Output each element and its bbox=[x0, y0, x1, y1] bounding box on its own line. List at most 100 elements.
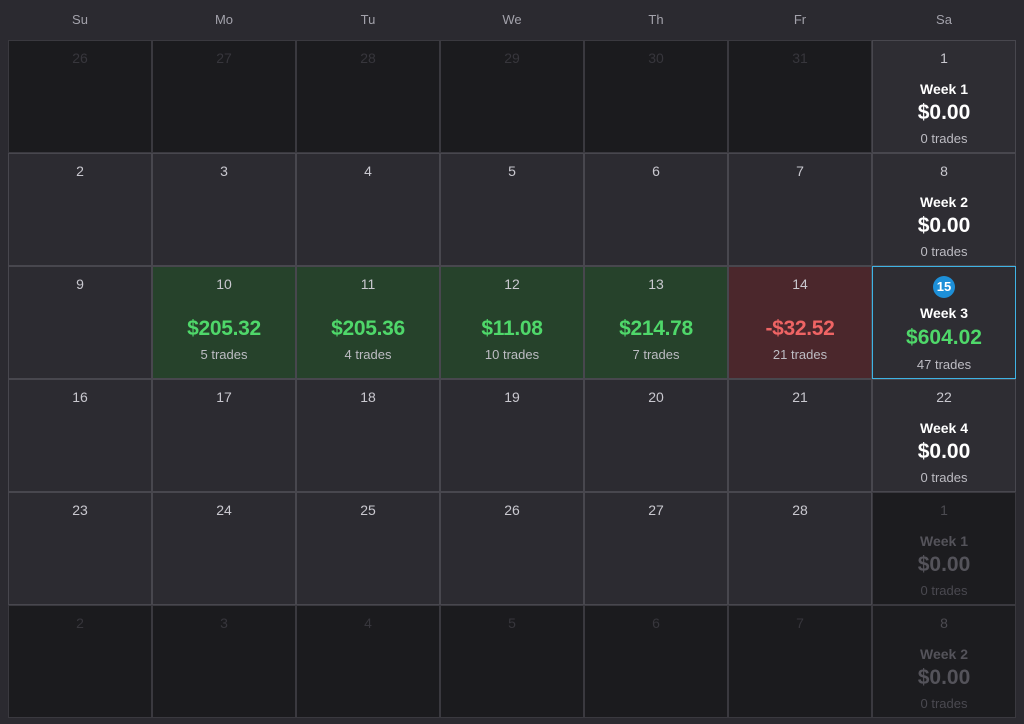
day-number: 27 bbox=[216, 50, 232, 66]
day-cell[interactable]: 13 $214.78 7 trades bbox=[584, 266, 728, 379]
week-trade-count: 0 trades bbox=[920, 583, 968, 598]
day-cell[interactable]: 5 bbox=[440, 605, 584, 718]
week-label: Week 2 bbox=[920, 194, 968, 210]
day-cell[interactable]: 3 bbox=[152, 605, 296, 718]
week-summary-cell[interactable]: 1 Week 1 $0.00 0 trades bbox=[872, 492, 1016, 605]
day-cell[interactable]: 23 bbox=[8, 492, 152, 605]
day-cell[interactable]: 12 $11.08 10 trades bbox=[440, 266, 584, 379]
week-pnl-amount: $0.00 bbox=[917, 101, 971, 124]
week-pnl-amount: $0.00 bbox=[917, 214, 971, 237]
week-label: Week 1 bbox=[920, 81, 968, 97]
day-number: 3 bbox=[220, 615, 228, 631]
day-number: 24 bbox=[216, 502, 232, 518]
day-number: 25 bbox=[360, 502, 376, 518]
day-number: 2 bbox=[76, 615, 84, 631]
day-trade-count: 7 trades bbox=[632, 347, 680, 362]
day-cell[interactable]: 30 bbox=[584, 40, 728, 153]
day-cell[interactable]: 18 bbox=[296, 379, 440, 492]
day-number: 3 bbox=[220, 163, 228, 179]
day-cell[interactable]: 4 bbox=[296, 153, 440, 266]
week-label: Week 2 bbox=[920, 646, 968, 662]
day-pnl-amount: -$32.52 bbox=[765, 317, 835, 340]
day-pnl-amount: $205.36 bbox=[331, 317, 405, 340]
day-number: 8 bbox=[940, 163, 948, 179]
day-cell[interactable]: 14 -$32.52 21 trades bbox=[728, 266, 872, 379]
day-number: 31 bbox=[792, 50, 808, 66]
day-cell[interactable]: 26 bbox=[440, 492, 584, 605]
day-cell[interactable]: 4 bbox=[296, 605, 440, 718]
day-number: 14 bbox=[792, 276, 808, 292]
day-cell[interactable]: 24 bbox=[152, 492, 296, 605]
calendar-grid: 26 27 28 29 30 31 1 Week 1 $0.00 0 trades 2 3 4 5 6 7 8 W… bbox=[8, 40, 1016, 718]
day-number: 22 bbox=[936, 389, 952, 405]
day-cell[interactable]: 27 bbox=[584, 492, 728, 605]
day-trade-count: 4 trades bbox=[344, 347, 392, 362]
day-cell[interactable]: 9 bbox=[8, 266, 152, 379]
week-pnl-amount: $0.00 bbox=[917, 666, 971, 689]
day-cell[interactable]: 7 bbox=[728, 153, 872, 266]
day-number: 13 bbox=[648, 276, 664, 292]
day-cell[interactable]: 19 bbox=[440, 379, 584, 492]
week-pnl-amount: $604.02 bbox=[906, 326, 982, 349]
weekday-label: Sa bbox=[936, 12, 952, 27]
day-cell[interactable]: 5 bbox=[440, 153, 584, 266]
day-pnl-amount: $11.08 bbox=[481, 317, 543, 340]
weekday-label: Su bbox=[72, 12, 88, 27]
day-number: 4 bbox=[364, 163, 372, 179]
day-cell[interactable]: 17 bbox=[152, 379, 296, 492]
day-number: 23 bbox=[72, 502, 88, 518]
day-number: 1 bbox=[940, 50, 948, 66]
day-number: 6 bbox=[652, 615, 660, 631]
day-cell[interactable]: 25 bbox=[296, 492, 440, 605]
day-cell[interactable]: 31 bbox=[728, 40, 872, 153]
weekday-label: Mo bbox=[214, 12, 234, 27]
day-cell[interactable]: 16 bbox=[8, 379, 152, 492]
week-summary-cell[interactable]: 15 Week 3 $604.02 47 trades bbox=[872, 266, 1016, 379]
day-cell[interactable]: 10 $205.32 5 trades bbox=[152, 266, 296, 379]
day-number: 21 bbox=[792, 389, 808, 405]
day-cell[interactable]: 26 bbox=[8, 40, 152, 153]
week-summary-cell[interactable]: 1 Week 1 $0.00 0 trades bbox=[872, 40, 1016, 153]
day-cell[interactable]: 3 bbox=[152, 153, 296, 266]
day-cell[interactable]: 2 bbox=[8, 153, 152, 266]
week-label: Week 1 bbox=[920, 533, 968, 549]
weekday-label: Tu bbox=[360, 12, 376, 27]
day-number: 17 bbox=[216, 389, 232, 405]
day-number: 28 bbox=[792, 502, 808, 518]
week-trade-count: 47 trades bbox=[916, 357, 972, 372]
day-number: 29 bbox=[504, 50, 520, 66]
day-number: 10 bbox=[216, 276, 232, 292]
day-number: 26 bbox=[72, 50, 88, 66]
day-number: 26 bbox=[504, 502, 520, 518]
day-cell[interactable]: 7 bbox=[728, 605, 872, 718]
week-summary-cell[interactable]: 8 Week 2 $0.00 0 trades bbox=[872, 153, 1016, 266]
day-cell[interactable]: 29 bbox=[440, 40, 584, 153]
week-trade-count: 0 trades bbox=[920, 131, 968, 146]
day-cell[interactable]: 11 $205.36 4 trades bbox=[296, 266, 440, 379]
day-trade-count: 21 trades bbox=[772, 347, 828, 362]
day-number: 28 bbox=[360, 50, 376, 66]
day-number: 8 bbox=[940, 615, 948, 631]
week-summary-cell[interactable]: 8 Week 2 $0.00 0 trades bbox=[872, 605, 1016, 718]
day-number: 2 bbox=[76, 163, 84, 179]
day-pnl-amount: $214.78 bbox=[619, 317, 693, 340]
day-number: 9 bbox=[76, 276, 84, 292]
day-cell[interactable]: 27 bbox=[152, 40, 296, 153]
weekday-label: We bbox=[502, 12, 522, 27]
day-number: 20 bbox=[648, 389, 664, 405]
day-cell[interactable]: 20 bbox=[584, 379, 728, 492]
day-number: 16 bbox=[72, 389, 88, 405]
day-cell[interactable]: 28 bbox=[296, 40, 440, 153]
day-cell[interactable]: 6 bbox=[584, 605, 728, 718]
day-cell[interactable]: 21 bbox=[728, 379, 872, 492]
day-cell[interactable]: 2 bbox=[8, 605, 152, 718]
day-number: 7 bbox=[796, 163, 804, 179]
week-summary-cell[interactable]: 22 Week 4 $0.00 0 trades bbox=[872, 379, 1016, 492]
day-cell[interactable]: 28 bbox=[728, 492, 872, 605]
day-number: 19 bbox=[504, 389, 520, 405]
day-number: 5 bbox=[508, 163, 516, 179]
day-number: 27 bbox=[648, 502, 664, 518]
day-cell[interactable]: 6 bbox=[584, 153, 728, 266]
day-number: 30 bbox=[648, 50, 664, 66]
